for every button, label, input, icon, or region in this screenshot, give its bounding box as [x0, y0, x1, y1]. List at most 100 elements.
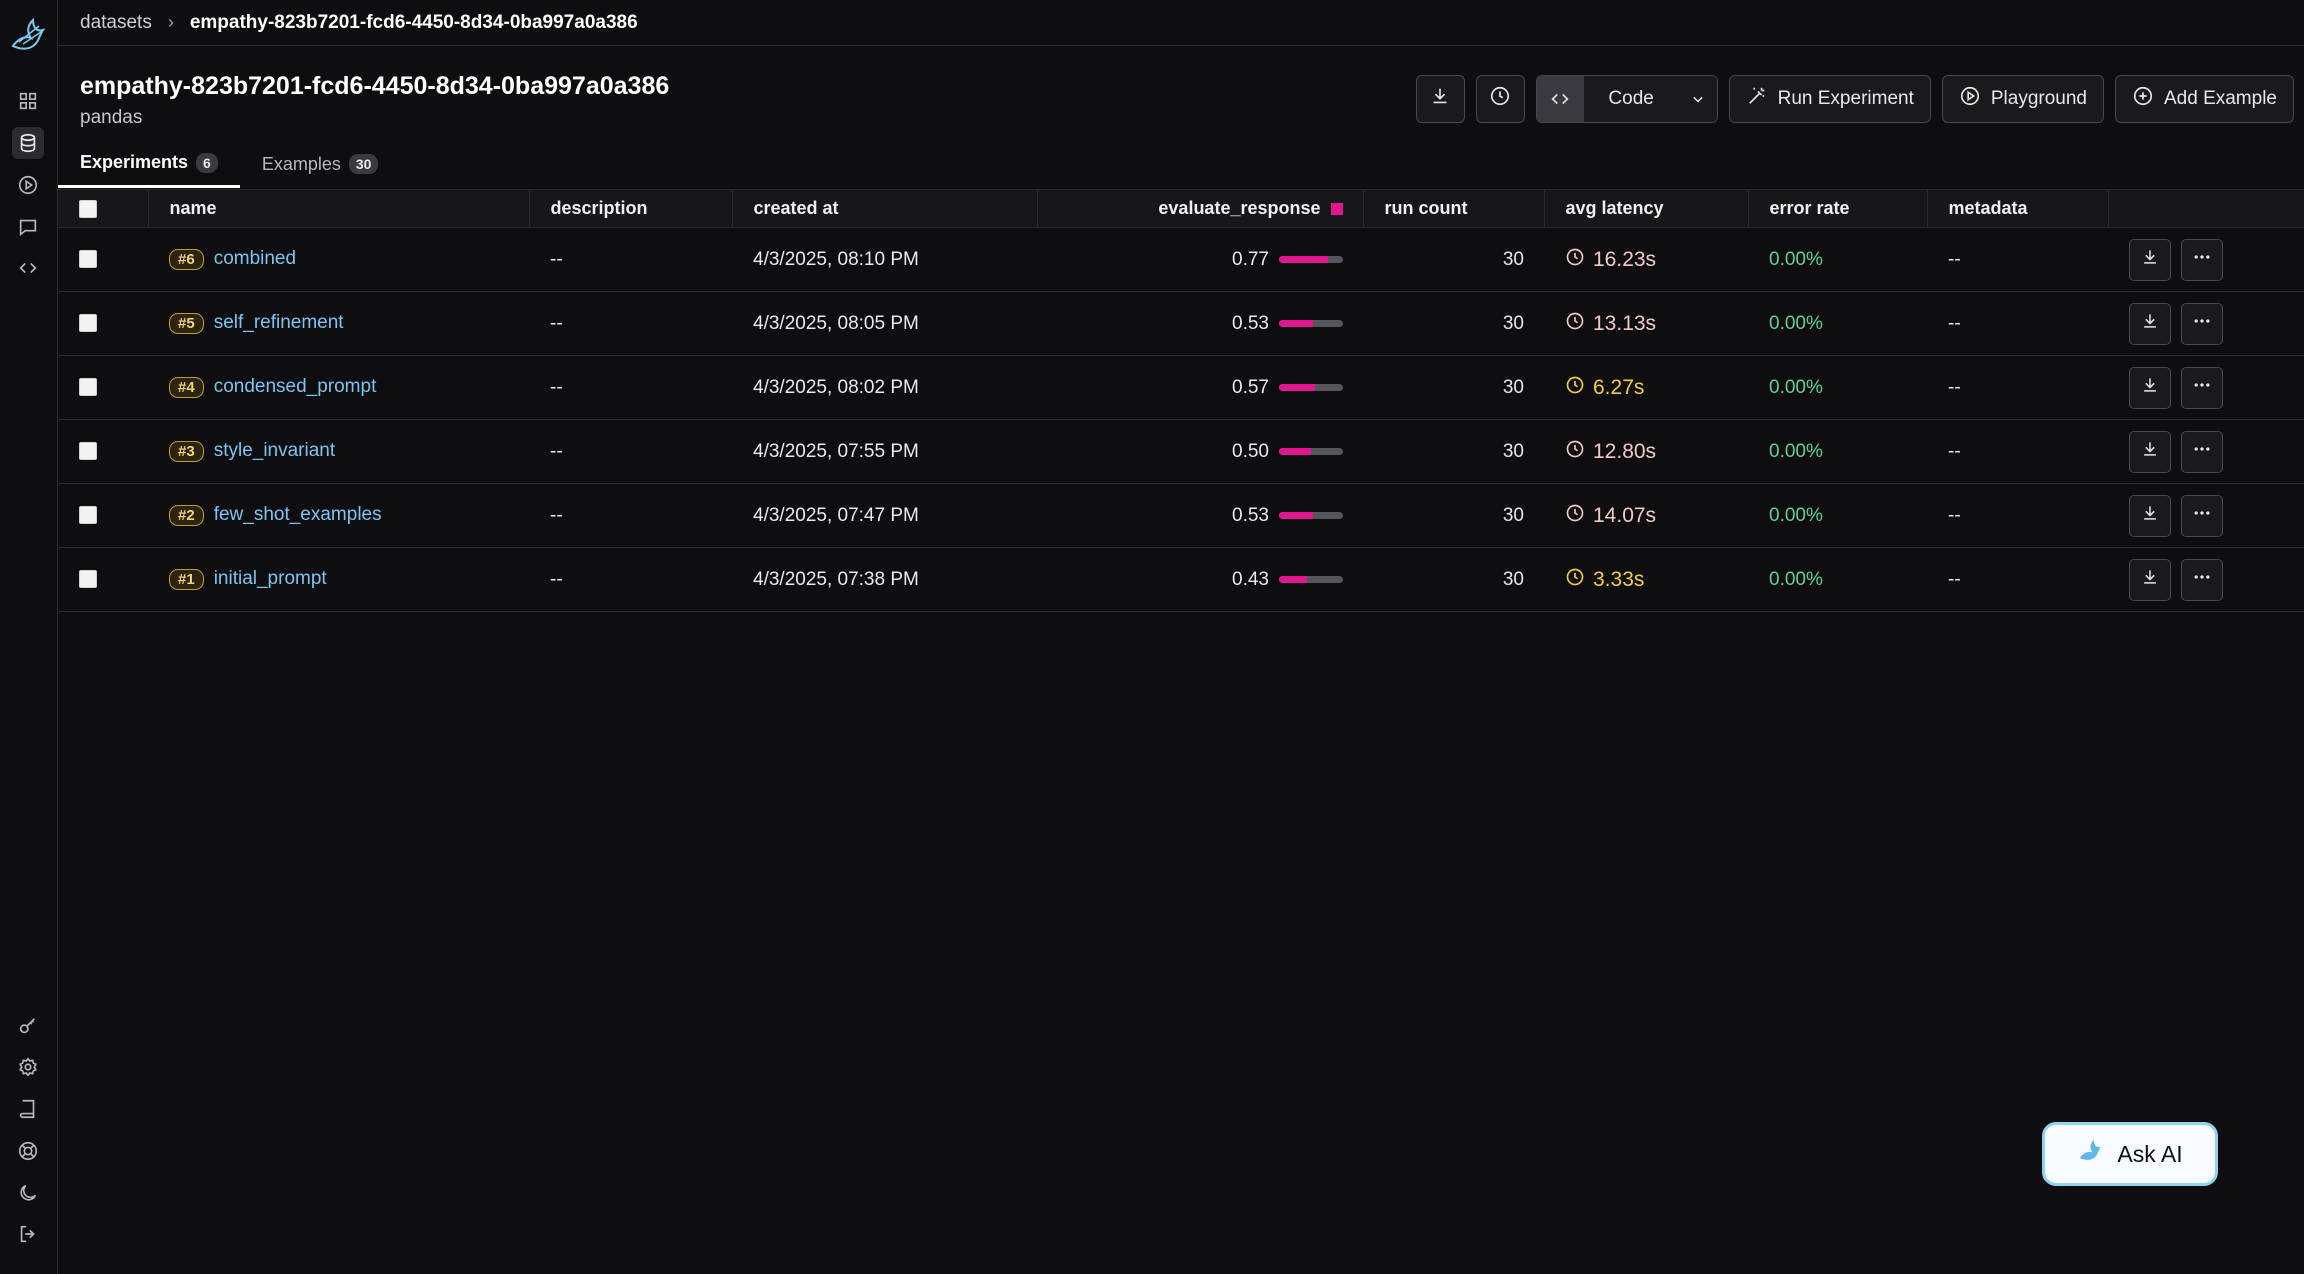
ask-ai-button[interactable]: Ask AI	[2042, 1122, 2218, 1186]
latency-value: 12.80s	[1593, 439, 1657, 463]
column-header-name[interactable]: name	[148, 189, 530, 228]
row-checkbox[interactable]	[79, 506, 97, 525]
breadcrumb-current: empathy-823b7201-fcd6-4450-8d34-0ba997a0…	[189, 11, 638, 33]
key-icon[interactable]	[12, 1010, 44, 1042]
experiment-link[interactable]: self_refinement	[213, 312, 344, 334]
column-header-error-rate[interactable]: error rate	[1748, 189, 1928, 228]
row-checkbox[interactable]	[79, 314, 97, 333]
clock-icon	[1565, 439, 1585, 465]
table-row[interactable]: #4 condensed_prompt -- 4/3/2025, 08:02 PM 0.…	[58, 355, 2304, 420]
download-icon	[2140, 503, 2160, 529]
more-options-button[interactable]	[2181, 302, 2223, 345]
tab-examples[interactable]: Examples 30	[240, 140, 401, 188]
sequence-badge: #4	[169, 376, 204, 398]
download-experiment-button[interactable]	[2129, 238, 2171, 281]
row-checkbox[interactable]	[79, 250, 97, 269]
column-header-created-at[interactable]: created at	[732, 189, 1038, 228]
actions-cell	[2108, 227, 2304, 292]
score-bar	[1279, 256, 1343, 263]
column-header-evaluate-response[interactable]: evaluate_response	[1037, 189, 1364, 228]
playground-button[interactable]: Playground	[1941, 75, 2104, 123]
column-header-run-count[interactable]: run count	[1363, 189, 1545, 228]
moon-icon[interactable]	[12, 1177, 44, 1209]
experiment-link[interactable]: initial_prompt	[213, 568, 327, 590]
column-header-description[interactable]: description	[529, 189, 733, 228]
latency-cell: 3.33s	[1544, 547, 1748, 612]
row-checkbox[interactable]	[79, 378, 97, 397]
table-row[interactable]: #5 self_refinement -- 4/3/2025, 08:05 PM 0.5…	[58, 291, 2304, 356]
code-icon[interactable]	[12, 252, 44, 284]
experiment-link[interactable]: style_invariant	[213, 440, 336, 462]
score-cell: 0.53	[1037, 483, 1363, 548]
table-row[interactable]: #2 few_shot_examples -- 4/3/2025, 07:47 PM 0…	[58, 483, 2304, 548]
code-dropdown[interactable]: Code	[1535, 75, 1718, 123]
experiment-link[interactable]: combined	[213, 248, 297, 270]
download-dataset-button[interactable]	[1415, 75, 1465, 123]
download-experiment-button[interactable]	[2129, 494, 2171, 537]
latency-cell: 13.13s	[1544, 291, 1748, 356]
breadcrumb-datasets-link[interactable]: datasets	[80, 11, 152, 33]
download-experiment-button[interactable]	[2129, 558, 2171, 601]
column-header-avg-latency[interactable]: avg latency	[1544, 189, 1749, 228]
series-color-swatch	[1330, 203, 1343, 216]
more-icon	[2192, 375, 2212, 401]
table-row[interactable]: #6 combined -- 4/3/2025, 08:10 PM 0.77 30 16.2…	[58, 227, 2304, 292]
phoenix-logo-icon[interactable]	[9, 16, 49, 56]
play-icon[interactable]	[12, 169, 44, 201]
clock-icon	[1565, 567, 1585, 593]
more-options-button[interactable]	[2181, 238, 2223, 281]
metadata-cell: --	[1927, 227, 2108, 292]
latency-value: 16.23s	[1593, 247, 1657, 271]
error-rate-cell: 0.00%	[1748, 227, 1927, 292]
experiment-link[interactable]: few_shot_examples	[213, 504, 382, 526]
more-options-button[interactable]	[2181, 430, 2223, 473]
error-rate-cell: 0.00%	[1748, 547, 1927, 612]
lifebuoy-icon[interactable]	[12, 1135, 44, 1167]
download-experiment-button[interactable]	[2129, 302, 2171, 345]
row-checkbox[interactable]	[79, 570, 97, 589]
play-circle-icon	[1959, 85, 1981, 113]
download-experiment-button[interactable]	[2129, 430, 2171, 473]
logout-icon[interactable]	[12, 1218, 44, 1250]
gear-icon[interactable]	[12, 1051, 44, 1083]
score-bar-fill	[1279, 384, 1316, 391]
error-rate-cell: 0.00%	[1748, 355, 1927, 420]
more-options-button[interactable]	[2181, 494, 2223, 537]
download-icon	[1429, 85, 1451, 113]
sequence-badge: #2	[169, 504, 204, 526]
book-icon[interactable]	[12, 1093, 44, 1125]
table-row[interactable]: #3 style_invariant -- 4/3/2025, 07:55 PM 0.5…	[58, 419, 2304, 484]
code-icon	[1536, 76, 1584, 122]
more-options-button[interactable]	[2181, 366, 2223, 409]
experiment-link[interactable]: condensed_prompt	[213, 376, 377, 398]
more-options-button[interactable]	[2181, 558, 2223, 601]
database-icon[interactable]	[12, 127, 44, 159]
description-cell: --	[529, 483, 732, 548]
table-header-row: name description created at evaluate_res…	[58, 189, 2304, 228]
error-rate-value: 0.00%	[1769, 376, 1823, 398]
select-all-checkbox[interactable]	[79, 200, 97, 219]
error-rate-value: 0.00%	[1769, 504, 1823, 526]
chat-icon[interactable]	[12, 211, 44, 243]
add-example-label: Add Example	[2163, 88, 2277, 109]
history-button[interactable]	[1475, 75, 1525, 123]
created-at-cell: 4/3/2025, 08:10 PM	[732, 227, 1037, 292]
tab-experiments[interactable]: Experiments 6	[58, 140, 240, 188]
sequence-badge: #6	[169, 248, 204, 270]
error-rate-cell: 0.00%	[1748, 483, 1927, 548]
tab-bar: Experiments 6 Examples 30	[58, 140, 400, 189]
run-experiment-button[interactable]: Run Experiment	[1728, 75, 1931, 123]
row-checkbox[interactable]	[79, 442, 97, 461]
name-cell: #6 combined	[148, 227, 529, 292]
table-row[interactable]: #1 initial_prompt -- 4/3/2025, 07:38 PM 0.43…	[58, 547, 2304, 612]
tab-count-badge: 6	[196, 152, 218, 173]
metadata-cell: --	[1927, 355, 2108, 420]
add-example-button[interactable]: Add Example	[2114, 75, 2294, 123]
actions-cell	[2108, 419, 2304, 484]
column-header-metadata[interactable]: metadata	[1927, 189, 2109, 228]
actions-cell	[2108, 355, 2304, 420]
download-experiment-button[interactable]	[2129, 366, 2171, 409]
score-bar	[1279, 512, 1343, 519]
grid-icon[interactable]	[12, 85, 44, 117]
created-at-cell: 4/3/2025, 07:38 PM	[732, 547, 1037, 612]
